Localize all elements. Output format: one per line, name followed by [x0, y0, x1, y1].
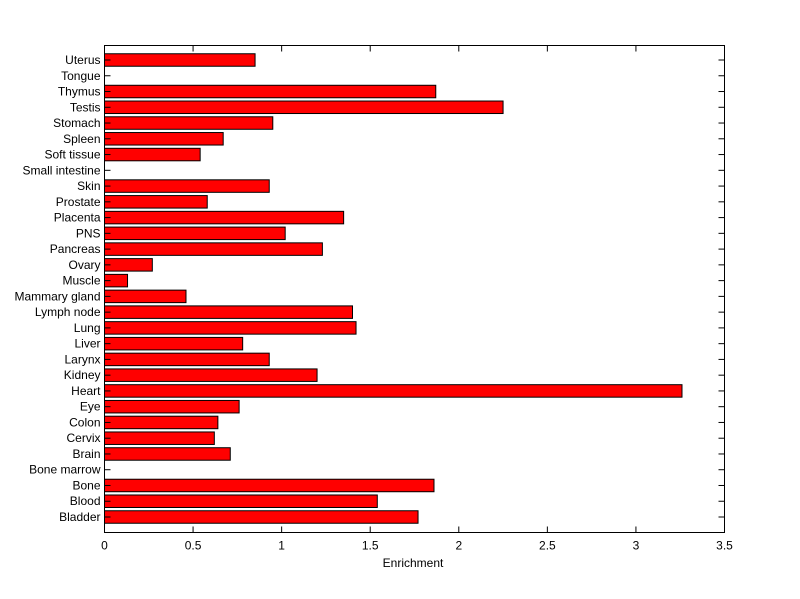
x-axis-label: Enrichment: [383, 556, 444, 570]
y-tick-label-thymus: Thymus: [58, 85, 101, 99]
y-tick-label-pancreas: Pancreas: [50, 242, 101, 256]
bar-heart: [104, 384, 683, 398]
bar-pns: [104, 226, 286, 241]
bar-lung: [104, 321, 357, 335]
y-tick-label-pns: PNS: [76, 226, 101, 240]
bar-uterus: [104, 53, 256, 67]
y-tick-label-prostate: Prostate: [56, 195, 101, 209]
bar-pancreas: [104, 242, 323, 256]
x-ticks-group: 0 0.5 1 1.5 2 2.5 3 3.5: [101, 45, 733, 553]
y-tick-label-uterus: Uterus: [65, 53, 100, 67]
x-tick-label-4: 2: [455, 539, 462, 553]
bar-placenta: [104, 210, 345, 225]
y-tick-label-bone: Bone: [72, 478, 100, 492]
y-tick-label-cervix: Cervix: [66, 431, 100, 445]
bar-spleen: [104, 132, 224, 146]
y-tick-label-soft-tissue: Soft tissue: [44, 148, 100, 162]
y-tick-label-testis: Testis: [70, 100, 101, 114]
x-tick-label-7: 3.5: [716, 539, 733, 553]
x-tick-label-5: 2.5: [539, 539, 556, 553]
bar-eye: [104, 399, 240, 414]
y-tick-label-lymph-node: Lymph node: [35, 305, 101, 319]
y-tick-label-colon: Colon: [69, 415, 100, 429]
x-tick-label-0: 0: [101, 539, 108, 553]
bar-liver: [104, 336, 244, 351]
y-tick-label-spleen: Spleen: [63, 132, 100, 146]
y-tick-label-eye: Eye: [80, 400, 101, 414]
y-tick-label-brain: Brain: [72, 447, 100, 461]
bar-testis: [104, 100, 504, 115]
y-tick-label-larynx: Larynx: [64, 352, 100, 366]
y-tick-label-bladder: Bladder: [59, 510, 100, 524]
x-tick-label-1: 0.5: [185, 539, 202, 553]
x-tick-label-2: 1: [278, 539, 285, 553]
bar-blood: [104, 494, 378, 508]
x-tick-label-3: 1.5: [362, 539, 379, 553]
bars-group: [104, 53, 683, 524]
bar-bladder: [104, 510, 419, 524]
bar-larynx: [104, 352, 270, 367]
x-tick-label-6: 3: [633, 539, 640, 553]
bar-ovary: [104, 258, 153, 272]
y-tick-label-ovary: Ovary: [68, 258, 100, 272]
bar-brain: [104, 447, 231, 461]
bar-cervix: [104, 431, 215, 445]
y-tick-label-muscle: Muscle: [62, 274, 100, 288]
y-tick-label-blood: Blood: [70, 494, 101, 508]
y-tick-label-stomach: Stomach: [53, 116, 100, 130]
bar-bone: [104, 478, 435, 493]
y-tick-label-small-intestine: Small intestine: [22, 163, 100, 177]
bar-prostate: [104, 195, 208, 209]
y-tick-label-mammary-gland: Mammary gland: [14, 289, 100, 303]
bar-stomach: [104, 116, 274, 130]
y-tick-label-bone-marrow: Bone marrow: [29, 463, 101, 477]
bar-mammary-gland: [104, 289, 187, 304]
y-tick-label-placenta: Placenta: [54, 211, 101, 225]
y-tick-label-heart: Heart: [71, 384, 101, 398]
bar-colon: [104, 415, 219, 430]
bar-skin: [104, 179, 270, 193]
plot-frame: [104, 45, 725, 533]
bar-thymus: [104, 84, 437, 99]
y-tick-label-skin: Skin: [77, 179, 100, 193]
bar-lymph-node: [104, 305, 353, 319]
y-tick-label-lung: Lung: [74, 321, 101, 335]
bar-kidney: [104, 368, 318, 382]
y-tick-label-tongue: Tongue: [61, 69, 101, 83]
y-tick-label-kidney: Kidney: [64, 368, 101, 382]
y-tick-label-liver: Liver: [74, 337, 100, 351]
bar-soft-tissue: [104, 147, 201, 162]
